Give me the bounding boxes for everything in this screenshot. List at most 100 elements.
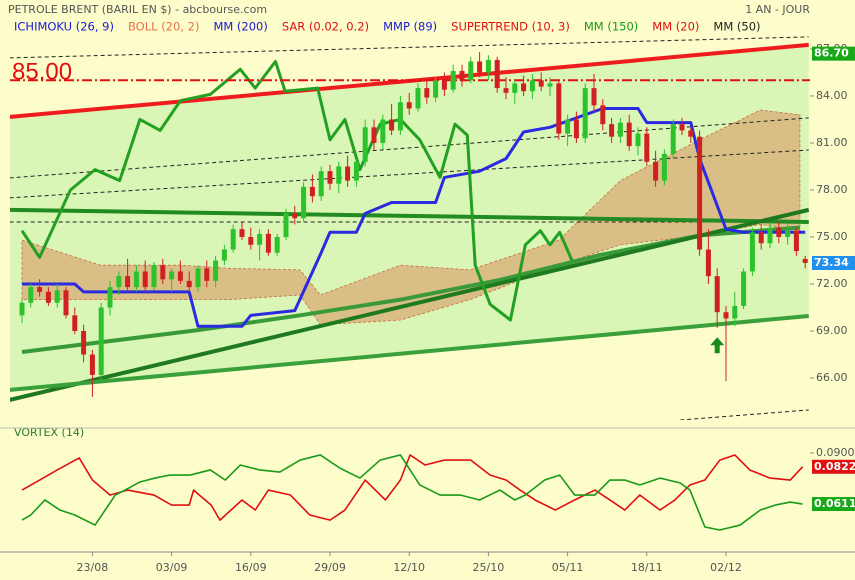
x-tick-label: 16/09 [235,561,267,574]
candle-body [327,171,333,184]
candle-body [600,105,606,125]
line [10,207,809,224]
candle-body [54,290,60,303]
candle-body [292,213,298,219]
reference-label: 85.00 [12,58,72,85]
candle-body [679,124,685,131]
candle-body [459,70,465,81]
last-value-label: 73.34 [814,256,849,269]
candle-body [705,249,711,277]
candle-body [547,83,553,87]
y-tick-label: 66.00 [816,371,848,384]
plot-area [10,36,810,420]
candle-body [793,230,799,252]
legend-entry: MM (200) [213,20,267,34]
candle-body [239,229,245,237]
candle-body [336,166,342,184]
candle-body [406,102,412,109]
candle-body [494,59,500,89]
y-tick-label: 81.00 [816,136,848,149]
candle-body [477,61,483,73]
x-tick-label: 23/08 [77,561,109,574]
candle-body [353,161,359,181]
candle-body [485,59,491,73]
y-tick-label: 72.00 [816,277,848,290]
candle-body [283,213,289,237]
candle-body [204,268,210,281]
candle-body [732,305,738,319]
candle-body [538,80,544,87]
candle-body [512,83,518,93]
candle-body [591,88,597,106]
x-tick-label: 25/10 [473,561,505,574]
candle-body [503,88,509,93]
candle-body [688,130,694,137]
candle-body [661,153,667,181]
line [680,409,809,420]
x-tick-label: 29/09 [314,561,346,574]
candle-body [221,249,227,261]
legend-entry: SAR (0.02, 0.2) [282,20,369,34]
candle-body [301,186,307,219]
chart-title: PETROLE BRENT (BARIL EN $) - abcbourse.c… [8,3,267,16]
candle-body [565,119,571,134]
candle-body [248,236,254,245]
legend-entry: ICHIMOKU (26, 9) [14,20,114,34]
candle-body [776,227,782,237]
candle-body [389,119,395,131]
line [10,313,809,392]
candle-body [380,119,386,143]
candle-body [397,102,403,131]
line [10,36,809,59]
candle-body [644,133,650,162]
candle-body [758,232,764,244]
legend-entry: MM (150) [584,20,638,34]
last-value-box [812,255,855,270]
candle-body [609,124,615,137]
candle-body [318,171,324,197]
candle-body [670,124,676,154]
candle-body [653,161,659,181]
candle-body [230,229,236,250]
candle-body [749,232,755,272]
candle-body [186,280,192,288]
candle-body [265,233,271,253]
candle-body [582,88,588,139]
candle-body [573,119,579,139]
plot-area [21,454,804,531]
candle-body [28,287,34,303]
candle-body [195,268,201,288]
candle-body [45,291,51,303]
candle-body [160,265,166,280]
candle-body [142,271,148,288]
candle-body [450,70,456,90]
candle-body [257,233,263,245]
candle-body [529,80,535,92]
candle-body [767,227,773,244]
candle-body [468,61,474,81]
x-tick-label: 12/10 [393,561,425,574]
line [10,149,809,199]
candle-body [424,88,430,98]
candle-body [19,302,25,316]
candle-body [635,133,641,147]
last-value-label: 0.0611 [814,497,855,510]
legend-entry: SUPERTREND (10, 3) [451,20,570,34]
last-value-box [812,46,855,61]
legend-entry: BOLL (20, 2) [128,20,199,34]
candle-body [133,271,139,288]
indicator-title: VORTEX (14) [14,426,84,439]
candle-body [89,354,95,375]
x-tick-label: 05/11 [552,561,584,574]
candle-body [125,276,131,288]
period: 1 AN - JOUR [745,3,810,16]
candle-body [556,83,562,134]
candle-body [714,276,720,313]
line [20,59,574,322]
candle-body [107,287,113,308]
candle-body [72,315,78,331]
legend-entry: MMP (89) [383,20,437,34]
candle-body [177,271,183,281]
candle-body [345,166,351,181]
